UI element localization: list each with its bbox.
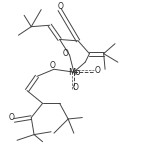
Text: Mo: Mo — [68, 68, 80, 77]
Text: O: O — [72, 83, 78, 92]
Text: O: O — [62, 49, 68, 58]
Text: O: O — [58, 2, 64, 11]
Text: O: O — [8, 113, 14, 122]
Text: O: O — [94, 66, 100, 75]
Text: O: O — [50, 61, 56, 70]
